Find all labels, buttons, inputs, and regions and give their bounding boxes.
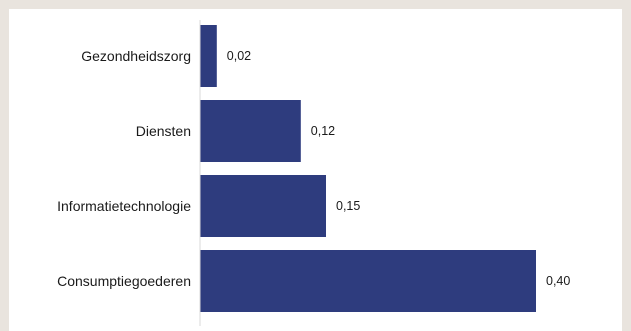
bars-layer: [200, 25, 536, 312]
bar-1: [200, 100, 301, 162]
bar-3: [200, 250, 536, 312]
value-label: 0,40: [546, 274, 570, 288]
labels-layer: Gezondheidszorg 0,02 Diensten 0,12 Informati…: [57, 48, 570, 289]
bar-2: [200, 175, 326, 237]
value-label: 0,02: [227, 49, 251, 63]
bar-0: [200, 25, 217, 87]
category-label: Consumptiegoederen: [57, 273, 191, 289]
value-label: 0,12: [311, 124, 335, 138]
category-label: Diensten: [136, 123, 191, 139]
value-label: 0,15: [336, 199, 360, 213]
category-label: Gezondheidszorg: [81, 48, 191, 64]
category-label: Informatietechnologie: [57, 198, 191, 214]
